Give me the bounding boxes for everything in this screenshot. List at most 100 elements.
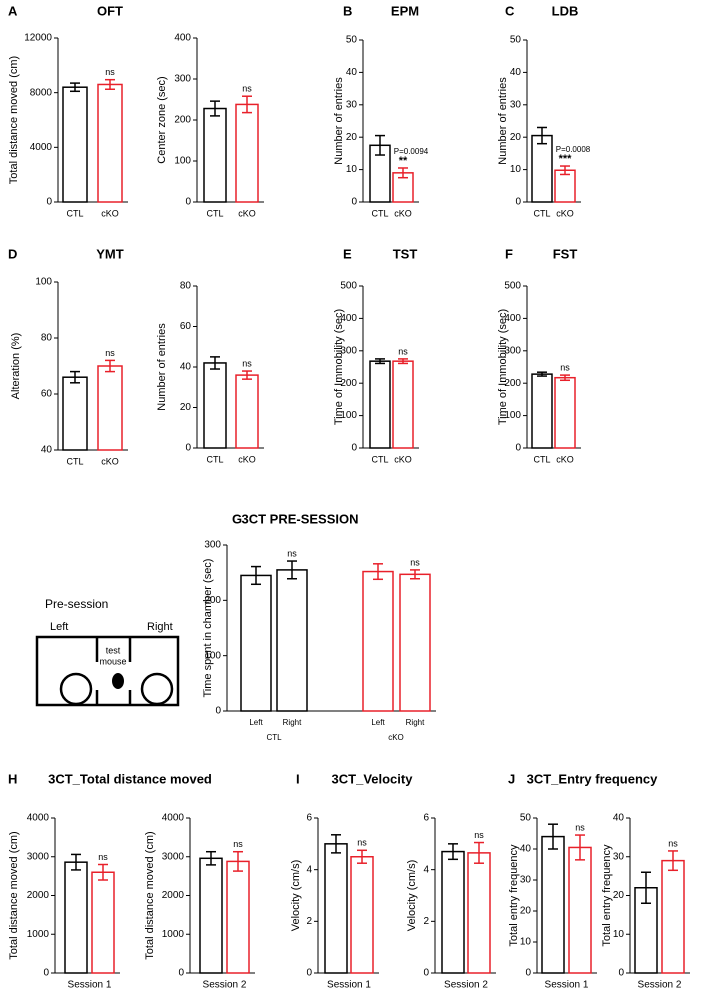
panel-letter: B xyxy=(343,3,352,18)
bar xyxy=(392,360,414,449)
y-tick-label: 2000 xyxy=(162,890,185,901)
y-tick-label: 3000 xyxy=(162,851,185,862)
bar xyxy=(235,103,259,203)
cup xyxy=(59,672,93,706)
panel-title: YMT xyxy=(96,246,124,261)
y-tick-label: 4 xyxy=(423,864,429,875)
y-tick-label: 0 xyxy=(525,968,531,979)
panel-title: OFT xyxy=(97,3,123,18)
x-tick-label: cKO xyxy=(556,454,574,464)
y-axis-label: Alteration (%) xyxy=(10,333,22,400)
y-tick-label: 4000 xyxy=(30,142,53,153)
chamber-diagram: Pre-session Left Right test mouse xyxy=(35,597,180,707)
y-tick-label: 50 xyxy=(510,35,522,46)
significance: ns xyxy=(560,362,570,372)
y-tick-label: 6 xyxy=(306,813,312,824)
significance: ns xyxy=(98,852,108,862)
y-tick-label: 200 xyxy=(504,378,521,389)
y-tick-label: 0 xyxy=(215,706,221,717)
x-tick-label: CTL xyxy=(66,456,83,466)
x-tick-label: CTL xyxy=(533,454,550,464)
group-label: CTL xyxy=(266,733,282,742)
y-tick-label: 20 xyxy=(346,132,358,143)
significance: ns xyxy=(398,346,408,356)
bar xyxy=(399,573,431,712)
y-tick-label: 500 xyxy=(504,281,521,292)
y-tick-label: 200 xyxy=(204,595,221,606)
y-tick-label: 20 xyxy=(510,132,522,143)
y-tick-label: 50 xyxy=(346,35,358,46)
y-tick-label: 30 xyxy=(346,99,358,110)
y-axis-label: Total distance moved (cm) xyxy=(144,831,156,959)
y-tick-label: 0 xyxy=(46,197,52,208)
x-axis-label: Session 2 xyxy=(444,980,488,991)
diagram-right: Right xyxy=(147,621,173,633)
x-tick-label: cKO xyxy=(101,456,119,466)
x-tick-label: CTL xyxy=(206,208,223,218)
y-tick-label: 200 xyxy=(174,115,191,126)
diagram-label: Pre-session xyxy=(45,597,108,611)
significance: ns xyxy=(287,548,297,558)
x-tick-label: Left xyxy=(249,718,263,727)
p-value: P=0.0094 xyxy=(394,147,429,156)
bar xyxy=(531,373,553,449)
y-tick-label: 30 xyxy=(613,851,625,862)
y-tick-label: 300 xyxy=(504,345,521,356)
y-tick-label: 40 xyxy=(41,445,53,456)
bar xyxy=(369,360,391,449)
y-tick-label: 4000 xyxy=(162,813,185,824)
significance: ns xyxy=(357,838,367,848)
x-tick-label: CTL xyxy=(66,208,83,218)
panel-letter: D xyxy=(8,246,17,261)
y-tick-label: 500 xyxy=(340,281,357,292)
y-tick-label: 10 xyxy=(346,164,358,175)
x-tick-label: Left xyxy=(371,718,385,727)
bar xyxy=(64,861,88,974)
x-axis-label: Session 1 xyxy=(327,980,371,991)
y-axis-label: Time of Immobility (sec) xyxy=(497,309,509,425)
panel-title: EPM xyxy=(391,3,419,18)
x-tick-label: Right xyxy=(406,718,425,727)
significance: ns xyxy=(474,830,484,840)
panel-title: 3CT_Total distance moved xyxy=(48,771,212,786)
x-tick-label: CTL xyxy=(371,454,388,464)
y-tick-label: 100 xyxy=(174,156,191,167)
cup xyxy=(140,672,174,706)
panel-letter: G xyxy=(232,511,242,526)
panel-letter: E xyxy=(343,246,352,261)
panel-letter: H xyxy=(8,771,17,786)
panel-title: 3CT PRE-SESSION xyxy=(241,511,358,526)
y-tick-label: 1000 xyxy=(27,929,50,940)
x-axis-label: Session 2 xyxy=(203,980,247,991)
y-axis-label: Time spent in chamber (sec) xyxy=(202,559,214,698)
x-tick-label: CTL xyxy=(371,208,388,218)
bar xyxy=(226,860,250,974)
y-tick-label: 80 xyxy=(41,333,53,344)
y-axis-label: Velocity (cm/s) xyxy=(290,860,302,932)
panel-letter: A xyxy=(8,3,18,18)
bar xyxy=(203,362,227,449)
y-tick-label: 10 xyxy=(613,929,625,940)
y-tick-label: 40 xyxy=(180,362,192,373)
y-tick-label: 300 xyxy=(174,74,191,85)
y-tick-label: 10 xyxy=(520,937,532,948)
y-tick-label: 2 xyxy=(306,916,312,927)
x-tick-label: cKO xyxy=(238,208,256,218)
y-tick-label: 60 xyxy=(180,321,192,332)
panel-letter: C xyxy=(505,3,515,18)
y-tick-label: 30 xyxy=(510,99,522,110)
diagram-left: Left xyxy=(50,621,68,633)
x-tick-label: cKO xyxy=(238,454,256,464)
significance: ns xyxy=(105,348,115,358)
bar xyxy=(240,574,272,712)
significance: ns xyxy=(233,839,243,849)
y-tick-label: 2 xyxy=(423,916,429,927)
y-tick-label: 3000 xyxy=(27,851,50,862)
panel-title: FST xyxy=(553,246,578,261)
y-axis-label: Total entry frequency xyxy=(601,844,613,947)
bar xyxy=(661,859,685,974)
y-tick-label: 0 xyxy=(351,197,357,208)
significance: ns xyxy=(242,84,252,94)
y-axis-label: Number of entries xyxy=(497,77,509,165)
y-tick-label: 4000 xyxy=(27,813,50,824)
